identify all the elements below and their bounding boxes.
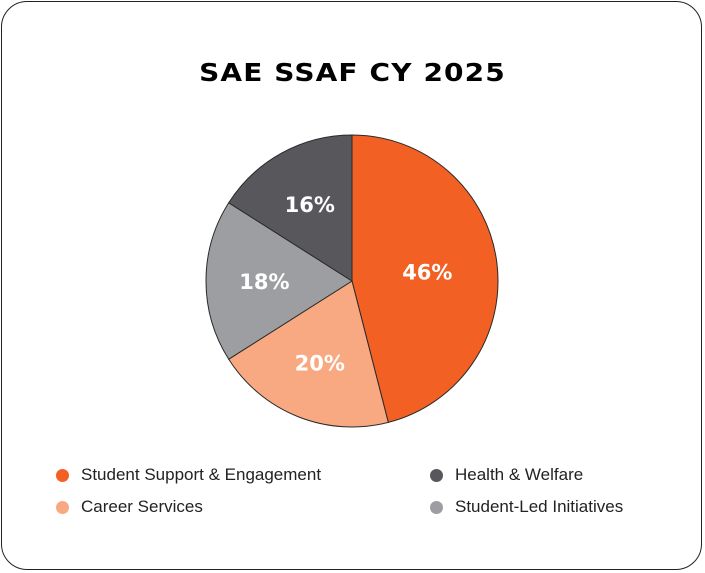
legend-swatch — [56, 500, 69, 514]
legend-label: Career Services — [81, 497, 203, 516]
legend-item-health-welfare: Health & Welfare — [430, 465, 583, 485]
legend-label: Student Support & Engagement — [81, 465, 322, 484]
slice-label-3: 16% — [285, 193, 335, 217]
legend-swatch — [56, 468, 69, 482]
slice-label-0: 46% — [402, 260, 452, 284]
legend-item-career-services: Career Services — [56, 497, 203, 517]
slice-label-1: 20% — [295, 351, 345, 375]
pie-slice-3 — [228, 134, 353, 282]
legend-item-student-led: Student-Led Initiatives — [430, 497, 623, 517]
legend-label: Student-Led Initiatives — [455, 497, 624, 516]
legend-label: Health & Welfare — [455, 465, 584, 484]
legend-swatch — [430, 468, 443, 482]
chart-title: SAE SSAF CY 2025 — [199, 58, 506, 87]
pie-slice-2 — [205, 202, 353, 360]
pie-slice-0 — [351, 134, 499, 424]
legend-item-student-support: Student Support & Engagement — [56, 465, 321, 485]
legend-swatch — [430, 500, 443, 514]
slice-label-2: 18% — [239, 270, 289, 294]
pie-slice-1 — [228, 280, 389, 428]
